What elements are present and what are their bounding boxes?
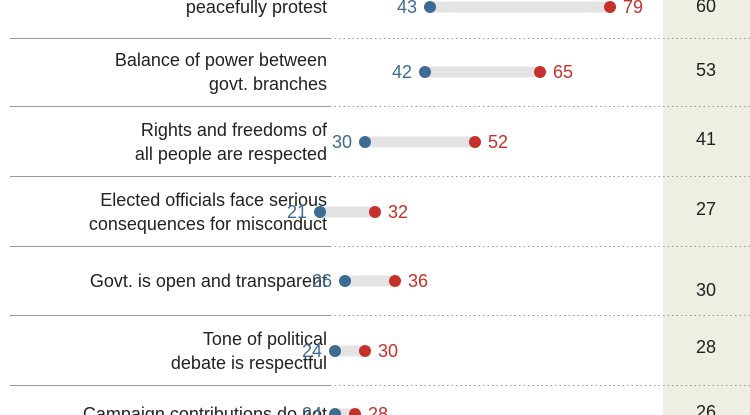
dot-series-a xyxy=(359,136,371,148)
row-label: Elected officials face serious xyxy=(100,190,327,210)
value-label-series-a: 26 xyxy=(312,271,332,291)
total-value: 41 xyxy=(696,129,716,149)
value-label-series-a: 42 xyxy=(392,62,412,82)
dot-series-b xyxy=(604,1,616,13)
dot-series-b xyxy=(389,275,401,287)
row-label: Rights and freedoms of xyxy=(141,120,328,140)
dot-series-a xyxy=(424,1,436,13)
row-label: peacefully protest xyxy=(186,0,327,17)
dot-series-b xyxy=(469,136,481,148)
row-label: Campaign contributions do not xyxy=(83,404,327,415)
dot-series-b xyxy=(534,66,546,78)
value-label-series-b: 32 xyxy=(388,202,408,222)
value-label-series-b: 65 xyxy=(553,62,573,82)
row-label: consequences for misconduct xyxy=(89,214,327,234)
row-label: Govt. is open and transparent xyxy=(90,271,327,291)
value-label-series-a: 43 xyxy=(397,0,417,17)
value-label-series-b: 79 xyxy=(623,0,643,17)
total-value: 60 xyxy=(696,0,716,16)
value-label-series-b: 30 xyxy=(378,341,398,361)
row-label: Balance of power between xyxy=(115,50,327,70)
dot-series-a xyxy=(339,275,351,287)
value-label-series-a: 21 xyxy=(287,202,307,222)
dot-series-b xyxy=(359,345,371,357)
dot-series-a xyxy=(329,408,341,415)
dot-series-a xyxy=(314,206,326,218)
value-label-series-b: 52 xyxy=(488,132,508,152)
dot-series-b xyxy=(369,206,381,218)
total-value: 26 xyxy=(696,402,716,415)
dot-series-b xyxy=(349,408,361,415)
dot-series-a xyxy=(419,66,431,78)
value-label-series-a: 30 xyxy=(332,132,352,152)
total-value: 53 xyxy=(696,60,716,80)
total-value: 27 xyxy=(696,199,716,219)
total-column-background xyxy=(663,0,750,415)
row-label: all people are respected xyxy=(135,144,327,164)
dot-series-a xyxy=(329,345,341,357)
value-label-series-b: 36 xyxy=(408,271,428,291)
row-label: govt. branches xyxy=(209,74,327,94)
value-label-series-a: 24 xyxy=(302,341,322,361)
total-value: 28 xyxy=(696,337,716,357)
value-label-series-a: 24 xyxy=(302,404,322,415)
value-label-series-b: 28 xyxy=(368,404,388,415)
row-label: Tone of political xyxy=(203,329,327,349)
row-label: debate is respectful xyxy=(171,353,327,373)
total-value: 30 xyxy=(696,280,716,300)
